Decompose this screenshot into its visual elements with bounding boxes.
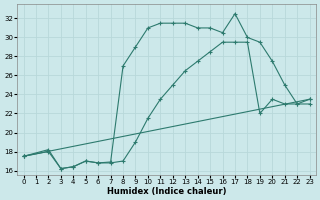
X-axis label: Humidex (Indice chaleur): Humidex (Indice chaleur) xyxy=(107,187,226,196)
